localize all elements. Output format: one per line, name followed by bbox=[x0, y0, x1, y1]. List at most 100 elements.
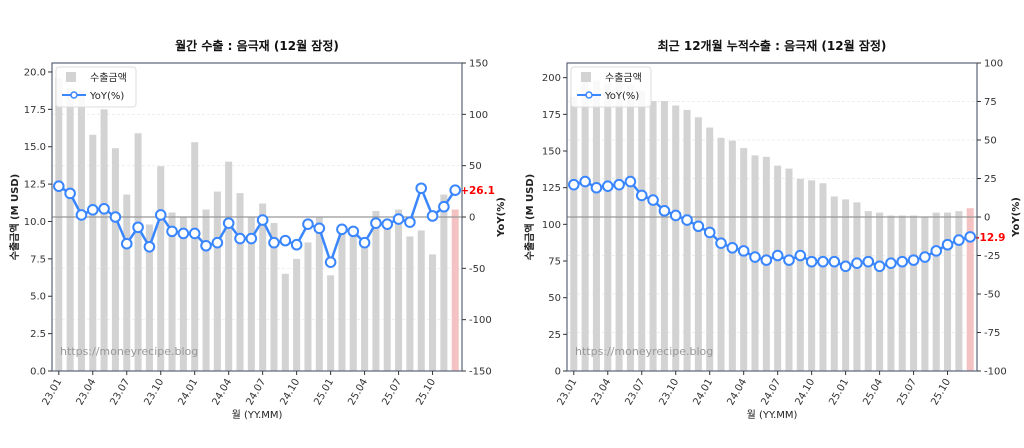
bar bbox=[921, 217, 929, 371]
bar bbox=[361, 237, 369, 371]
yoy-marker bbox=[953, 234, 965, 246]
yoy-marker bbox=[279, 234, 292, 247]
yoy-marker bbox=[75, 209, 88, 221]
yoy-marker bbox=[64, 187, 76, 200]
yoy-marker bbox=[222, 217, 235, 229]
bar bbox=[179, 217, 187, 371]
x-tick-label: 23.01 bbox=[556, 377, 580, 407]
bar bbox=[55, 77, 63, 372]
y2-tick-label: 150 bbox=[469, 59, 488, 70]
bar bbox=[315, 217, 323, 371]
bar bbox=[615, 82, 623, 372]
bar bbox=[225, 161, 233, 371]
x-tick-label: 24.07 bbox=[244, 377, 268, 407]
last-value-label: -12.9 bbox=[975, 232, 1005, 244]
x-tick-label: 24.01 bbox=[176, 377, 200, 407]
y-tick-label: 17.5 bbox=[24, 105, 46, 116]
y2-tick-label: 50 bbox=[984, 136, 997, 147]
yoy-marker bbox=[290, 238, 303, 251]
yoy-marker bbox=[579, 175, 591, 188]
bar bbox=[706, 127, 714, 372]
bar bbox=[395, 209, 403, 371]
bar bbox=[293, 258, 301, 371]
bar-series bbox=[570, 80, 974, 372]
x-axis-label: 월 (YY.MM) bbox=[232, 409, 283, 421]
bar bbox=[751, 155, 759, 371]
bar bbox=[338, 233, 346, 371]
bar bbox=[672, 105, 680, 372]
yoy-marker bbox=[839, 260, 852, 273]
yoy-marker bbox=[302, 218, 314, 230]
yoy-marker bbox=[613, 178, 625, 191]
bar bbox=[887, 215, 895, 371]
y-tick-label: 10.0 bbox=[24, 217, 46, 228]
bar bbox=[429, 254, 437, 371]
legend-label: YoY(%) bbox=[604, 91, 639, 102]
yoy-marker bbox=[177, 227, 190, 240]
bar bbox=[168, 212, 176, 371]
y2-tick-label: -75 bbox=[984, 328, 1000, 339]
bar bbox=[842, 199, 850, 371]
y-axis-label: 수출금액 (M USD) bbox=[523, 174, 536, 260]
yoy-marker bbox=[941, 238, 954, 251]
bar bbox=[270, 222, 278, 371]
bar bbox=[660, 101, 668, 371]
bar bbox=[740, 148, 748, 371]
bar bbox=[638, 90, 646, 371]
bar bbox=[898, 215, 906, 371]
y-tick-label: 100 bbox=[542, 220, 561, 231]
yoy-marker bbox=[590, 181, 603, 194]
yoy-marker bbox=[358, 236, 371, 249]
bar bbox=[145, 224, 153, 371]
bar bbox=[236, 193, 244, 371]
yoy-marker bbox=[862, 255, 875, 268]
bar bbox=[830, 196, 838, 371]
x-tick-label: 25.01 bbox=[827, 377, 851, 407]
bar bbox=[440, 194, 448, 371]
bar bbox=[281, 273, 289, 371]
bar bbox=[649, 101, 657, 371]
yoy-marker bbox=[681, 214, 693, 226]
bar bbox=[304, 242, 312, 371]
yoy-marker bbox=[132, 221, 144, 234]
bar bbox=[259, 203, 267, 371]
yoy-marker bbox=[964, 231, 977, 243]
bar bbox=[955, 211, 963, 371]
yoy-marker bbox=[404, 216, 416, 228]
chart-title: 최근 12개월 누적수출 : 음극재 (12월 잠정) bbox=[658, 38, 887, 53]
yoy-marker bbox=[919, 251, 931, 263]
x-tick-label: 24.01 bbox=[691, 377, 715, 407]
yoy-marker bbox=[726, 242, 739, 254]
x-tick-label: 23.04 bbox=[590, 377, 614, 407]
x-tick-label: 25.07 bbox=[895, 377, 919, 407]
x-tick-label: 25.04 bbox=[861, 377, 885, 407]
x-tick-label: 24.04 bbox=[725, 377, 749, 407]
bar bbox=[570, 96, 578, 371]
y2-tick-label: 0 bbox=[984, 213, 990, 224]
yoy-marker bbox=[336, 223, 348, 236]
bar bbox=[717, 137, 725, 371]
bar bbox=[191, 142, 199, 371]
bar bbox=[111, 148, 119, 371]
bar bbox=[932, 212, 940, 371]
bar bbox=[683, 109, 691, 371]
bar bbox=[451, 209, 459, 371]
y-tick-label: 75 bbox=[548, 257, 561, 268]
yoy-marker bbox=[438, 200, 450, 213]
yoy-marker bbox=[200, 239, 212, 252]
legend-label: 수출금액 bbox=[605, 72, 642, 84]
bar bbox=[785, 168, 793, 371]
yoy-marker bbox=[313, 222, 326, 235]
yoy-marker bbox=[245, 232, 258, 245]
yoy-marker bbox=[120, 237, 133, 250]
yoy-marker bbox=[347, 225, 360, 238]
yoy-marker bbox=[703, 226, 716, 239]
yoy-marker bbox=[896, 255, 909, 268]
yoy-marker bbox=[692, 220, 705, 233]
bar bbox=[383, 227, 391, 371]
legend-bar-swatch bbox=[66, 72, 76, 82]
yoy-marker bbox=[426, 210, 439, 222]
yoy-marker bbox=[370, 217, 382, 229]
bar bbox=[372, 211, 380, 371]
yoy-marker bbox=[828, 255, 841, 268]
